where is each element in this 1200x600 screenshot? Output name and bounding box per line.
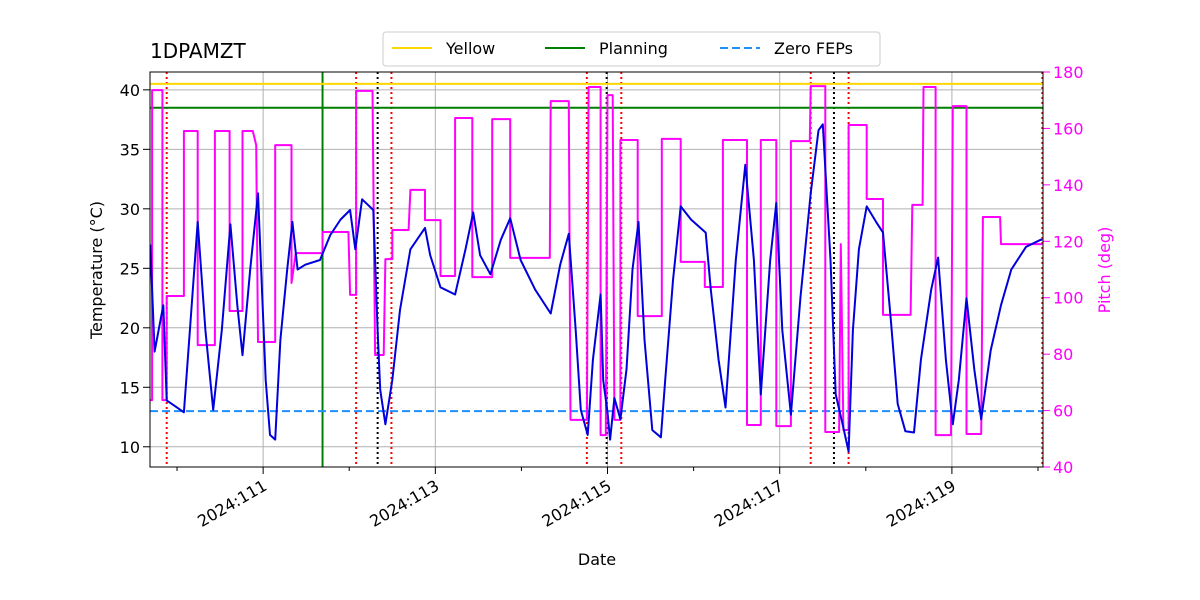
y-tick-label: 25 bbox=[120, 259, 140, 278]
y2-tick-label: 160 bbox=[1053, 119, 1084, 138]
legend: Yellow Planning Zero FEPs bbox=[382, 31, 881, 67]
legend-label: Yellow bbox=[445, 39, 495, 58]
y2-tick-label: 80 bbox=[1053, 345, 1073, 364]
legend-label: Planning bbox=[599, 39, 668, 58]
legend-label: Zero FEPs bbox=[774, 39, 853, 58]
x-tick-label: 2024:111 bbox=[194, 476, 270, 531]
y2-axis-label: Pitch (deg) bbox=[1095, 227, 1114, 314]
x-axis-label: Date bbox=[578, 550, 616, 569]
y-axis-label: Temperature (°C) bbox=[87, 201, 106, 340]
y2-tick-label: 120 bbox=[1053, 232, 1084, 251]
y-tick-label: 40 bbox=[120, 81, 140, 100]
y2-tick-label: 60 bbox=[1053, 402, 1073, 421]
y-tick-label: 30 bbox=[120, 200, 140, 219]
y-tick-label: 35 bbox=[120, 140, 140, 159]
plot-frame bbox=[149, 71, 1044, 468]
y2-tick-label: 140 bbox=[1053, 176, 1084, 195]
legend-box bbox=[382, 31, 881, 67]
x-tick-label: 2024:113 bbox=[366, 476, 442, 531]
y2-tick-label: 100 bbox=[1053, 289, 1084, 308]
y2-tick-label: 180 bbox=[1053, 63, 1084, 82]
y-tick-label: 20 bbox=[120, 319, 140, 338]
x-tick-label: 2024:115 bbox=[539, 476, 615, 531]
y-tick-label: 10 bbox=[120, 438, 140, 457]
plot-area bbox=[150, 72, 1043, 467]
series-line bbox=[150, 85, 1043, 437]
y-tick-label: 15 bbox=[120, 378, 140, 397]
y2-tick-label: 40 bbox=[1053, 458, 1073, 477]
chart-title: 1DPAMZT bbox=[150, 39, 247, 63]
x-tick-label: 2024:117 bbox=[711, 476, 787, 531]
series-line bbox=[150, 123, 1043, 453]
x-tick-label: 2024:119 bbox=[883, 476, 959, 531]
